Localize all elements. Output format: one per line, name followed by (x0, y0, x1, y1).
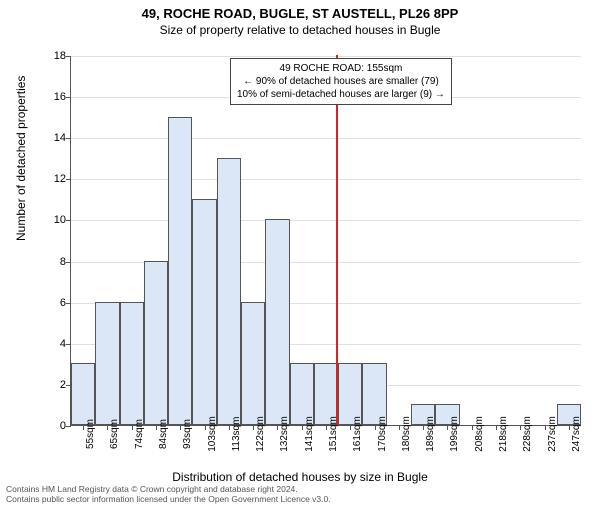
y-tick-label: 0 (36, 420, 66, 432)
x-tick-label: 65sqm (109, 419, 120, 449)
x-tick-label: 55sqm (85, 419, 96, 449)
plot-area (70, 56, 580, 426)
y-tick-label: 4 (36, 338, 66, 350)
x-tick-mark (132, 425, 133, 430)
histogram-bar (192, 199, 216, 425)
x-tick-label: 237sqm (547, 416, 558, 452)
annotation-line-1: 49 ROCHE ROAD: 155sqm (237, 62, 445, 75)
x-tick-label: 218sqm (498, 416, 509, 452)
x-tick-label: 170sqm (377, 416, 388, 452)
histogram-bar (120, 302, 144, 425)
histogram-bar (144, 261, 168, 425)
x-tick-label: 208sqm (474, 416, 485, 452)
y-axis-label: Number of detached properties (14, 76, 28, 241)
histogram-bar (95, 302, 119, 425)
x-tick-label: 113sqm (231, 417, 242, 452)
histogram-chart: 49 ROCHE ROAD: 155sqm ← 90% of detached … (70, 56, 580, 426)
x-tick-mark (326, 425, 327, 430)
x-tick-mark (253, 425, 254, 430)
y-tick-label: 6 (36, 297, 66, 309)
page-subtitle: Size of property relative to detached ho… (0, 23, 600, 37)
footer-line-2: Contains public sector information licen… (6, 494, 331, 504)
x-tick-label: 141sqm (304, 416, 315, 452)
x-tick-label: 74sqm (134, 419, 145, 449)
grid-line (71, 220, 581, 221)
x-tick-label: 180sqm (401, 416, 412, 452)
page-title: 49, ROCHE ROAD, BUGLE, ST AUSTELL, PL26 … (0, 6, 600, 21)
x-tick-label: 132sqm (279, 416, 290, 452)
x-tick-mark (496, 425, 497, 430)
x-tick-label: 199sqm (449, 416, 460, 452)
x-tick-label: 161sqm (352, 416, 363, 452)
y-tick-mark (66, 262, 71, 263)
x-tick-mark (83, 425, 84, 430)
x-tick-label: 189sqm (425, 416, 436, 452)
histogram-bar (168, 117, 192, 425)
footer-attribution: Contains HM Land Registry data © Crown c… (6, 484, 331, 504)
histogram-bar (71, 363, 95, 425)
x-tick-mark (375, 425, 376, 430)
marker-line (336, 55, 338, 425)
y-tick-mark (66, 426, 71, 427)
annotation-box: 49 ROCHE ROAD: 155sqm ← 90% of detached … (230, 58, 452, 105)
x-tick-label: 247sqm (571, 416, 582, 452)
x-tick-mark (545, 425, 546, 430)
y-tick-label: 16 (36, 91, 66, 103)
y-tick-mark (66, 56, 71, 57)
y-tick-label: 18 (36, 50, 66, 62)
x-tick-mark (399, 425, 400, 430)
grid-line (71, 56, 581, 57)
x-tick-mark (229, 425, 230, 430)
y-tick-mark (66, 97, 71, 98)
y-tick-mark (66, 344, 71, 345)
grid-line (71, 138, 581, 139)
footer-line-1: Contains HM Land Registry data © Crown c… (6, 484, 331, 494)
y-tick-mark (66, 138, 71, 139)
x-tick-label: 84sqm (158, 419, 169, 449)
x-tick-label: 228sqm (522, 416, 533, 452)
y-tick-mark (66, 179, 71, 180)
y-tick-label: 14 (36, 132, 66, 144)
x-tick-mark (423, 425, 424, 430)
annotation-line-3: 10% of semi-detached houses are larger (… (237, 88, 445, 101)
grid-line (71, 179, 581, 180)
x-tick-mark (302, 425, 303, 430)
x-tick-mark (472, 425, 473, 430)
x-tick-label: 93sqm (182, 419, 193, 449)
y-tick-mark (66, 303, 71, 304)
annotation-line-2: ← 90% of detached houses are smaller (79… (237, 75, 445, 88)
y-tick-label: 12 (36, 173, 66, 185)
y-tick-label: 2 (36, 379, 66, 391)
x-tick-mark (205, 425, 206, 430)
y-tick-label: 10 (36, 214, 66, 226)
y-tick-label: 8 (36, 256, 66, 268)
x-axis-label: Distribution of detached houses by size … (0, 470, 600, 484)
x-tick-mark (569, 425, 570, 430)
histogram-bar (265, 219, 289, 425)
histogram-bar (217, 158, 241, 425)
histogram-bar (241, 302, 265, 425)
x-tick-mark (156, 425, 157, 430)
x-tick-label: 103sqm (207, 416, 218, 452)
y-tick-mark (66, 220, 71, 221)
x-tick-label: 122sqm (255, 416, 266, 452)
